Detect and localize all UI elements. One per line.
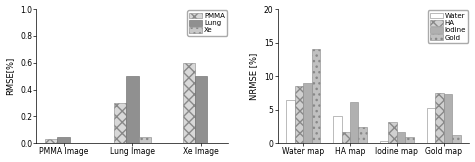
Bar xyxy=(427,108,436,143)
Bar xyxy=(126,76,139,143)
Bar xyxy=(182,63,195,143)
Y-axis label: RMSE[%]: RMSE[%] xyxy=(6,57,15,95)
Bar xyxy=(342,132,350,143)
Bar xyxy=(444,94,452,143)
Bar xyxy=(139,137,151,143)
Bar xyxy=(397,132,405,143)
Bar xyxy=(286,100,294,143)
Bar xyxy=(114,103,126,143)
Bar xyxy=(405,137,414,143)
Legend: PMMA, Lung, Xe: PMMA, Lung, Xe xyxy=(187,10,227,35)
Bar xyxy=(350,102,359,143)
Y-axis label: NRMSE [%]: NRMSE [%] xyxy=(249,52,258,100)
Bar xyxy=(452,135,461,143)
Bar xyxy=(303,83,312,143)
Bar xyxy=(436,93,444,143)
Bar xyxy=(195,76,207,143)
Bar xyxy=(359,127,367,143)
Bar xyxy=(57,137,70,143)
Bar xyxy=(380,141,389,143)
Legend: Water, HA, Iodine, Gold: Water, HA, Iodine, Gold xyxy=(428,10,468,43)
Bar xyxy=(45,139,57,143)
Bar xyxy=(294,86,303,143)
Bar xyxy=(312,49,320,143)
Bar xyxy=(333,116,342,143)
Bar xyxy=(389,122,397,143)
